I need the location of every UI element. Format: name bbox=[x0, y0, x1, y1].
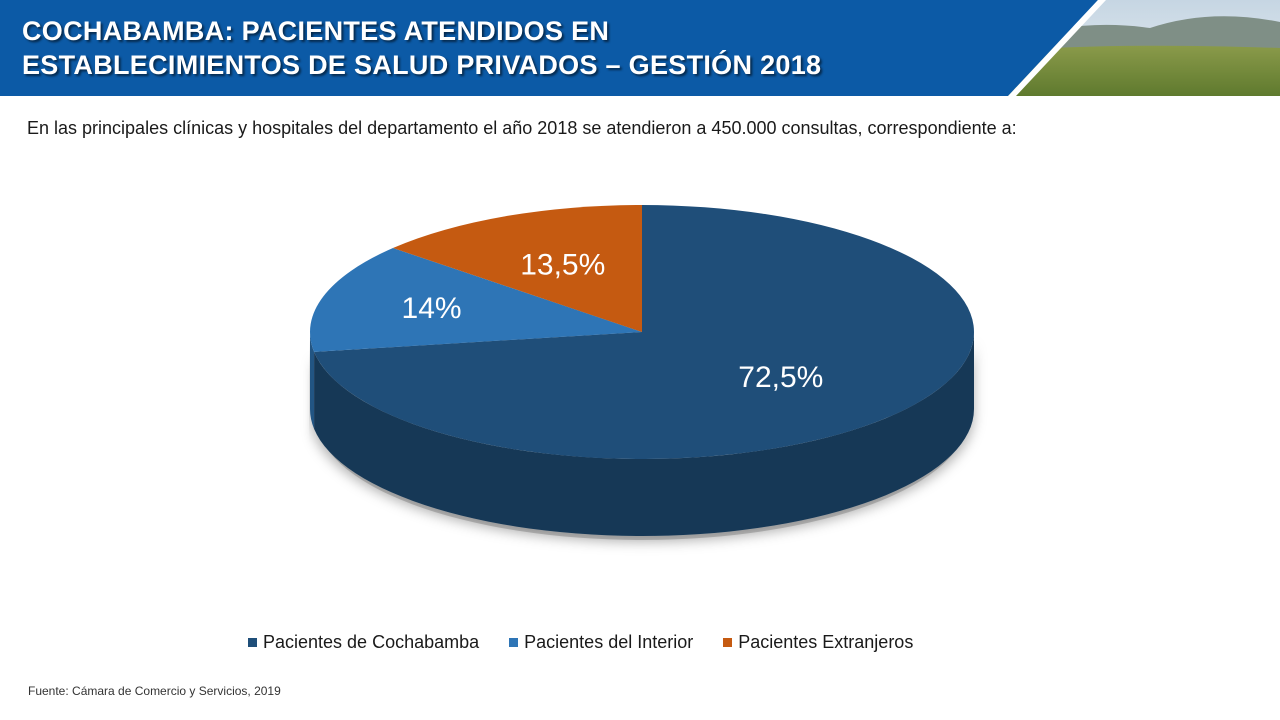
legend-item-extranjeros: Pacientes Extranjeros bbox=[723, 632, 913, 653]
pie-slice-1 bbox=[310, 248, 642, 352]
page-title-line-2: ESTABLECIMIENTOS DE SALUD PRIVADOS – GES… bbox=[22, 50, 822, 80]
legend-swatch-cochabamba bbox=[248, 638, 257, 647]
legend-label-cochabamba: Pacientes de Cochabamba bbox=[263, 632, 480, 652]
header-divider-stripe bbox=[1008, 0, 1106, 96]
legend-swatch-extranjeros bbox=[723, 638, 733, 647]
pie-slice-side-0 bbox=[314, 332, 974, 536]
chart-legend: Pacientes de Cochabamba Pacientes del In… bbox=[248, 632, 943, 653]
legend-item-cochabamba: Pacientes de Cochabamba bbox=[248, 632, 479, 653]
header-banner: COCHABAMBA: PACIENTES ATENDIDOS EN ESTAB… bbox=[0, 0, 1280, 96]
legend-label-extranjeros: Pacientes Extranjeros bbox=[738, 632, 914, 652]
pie-slice-side-1 bbox=[310, 332, 315, 429]
legend-label-interior: Pacientes del Interior bbox=[524, 632, 694, 652]
header-blue-band bbox=[0, 0, 1098, 96]
data-label-1: 14% bbox=[402, 292, 462, 325]
header-graphic bbox=[0, 0, 1280, 96]
landscape-field bbox=[990, 45, 1280, 96]
intro-text: En las principales clínicas y hospitales… bbox=[27, 118, 1017, 138]
pie-slice-2 bbox=[392, 205, 642, 332]
data-label-2: 13,5% bbox=[520, 248, 605, 281]
data-label-0: 72,5% bbox=[738, 361, 823, 394]
legend-swatch-interior bbox=[509, 638, 519, 647]
page-title: COCHABAMBA: PACIENTES ATENDIDOS EN ESTAB… bbox=[22, 14, 821, 82]
pie-chart: 72,5% 14% 13,5% bbox=[310, 205, 974, 540]
page-title-line-1: COCHABAMBA: PACIENTES ATENDIDOS EN bbox=[22, 16, 610, 46]
pie-slice-0 bbox=[314, 205, 974, 460]
source-note: Fuente: Cámara de Comercio y Servicios, … bbox=[28, 684, 281, 698]
legend-item-interior: Pacientes del Interior bbox=[509, 632, 693, 653]
